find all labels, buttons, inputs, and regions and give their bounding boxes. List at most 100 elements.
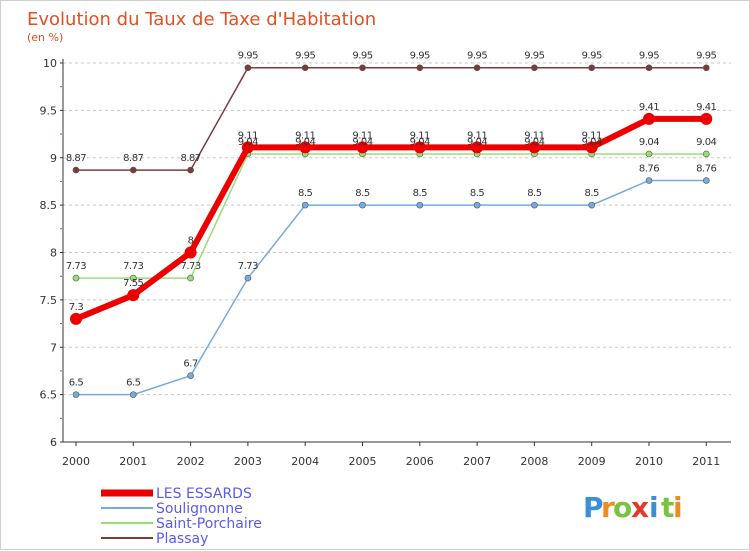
- data-point: [588, 201, 596, 209]
- data-point: [356, 141, 369, 154]
- logo-letter: o: [613, 491, 632, 524]
- data-point: [700, 112, 713, 125]
- data-label: 9.11: [410, 130, 430, 141]
- data-point: [301, 64, 309, 72]
- data-label: 8.5: [413, 188, 428, 199]
- y-tick-label: 10: [43, 57, 57, 70]
- data-point: [645, 64, 653, 72]
- x-tick-label: 2006: [406, 455, 434, 468]
- x-tick-label: 2004: [291, 455, 319, 468]
- data-label: 9.04: [524, 137, 544, 148]
- logo-letter: x: [631, 491, 649, 524]
- data-point: [702, 177, 710, 184]
- data-point: [471, 141, 484, 154]
- data-point: [531, 64, 538, 72]
- data-point: [473, 201, 481, 209]
- data-point: [299, 141, 312, 154]
- data-label: 9.04: [238, 137, 258, 148]
- x-tick-label: 2010: [635, 455, 663, 468]
- y-tick-label: 6: [50, 436, 57, 449]
- data-label: 9.11: [238, 130, 258, 141]
- data-point: [244, 274, 252, 282]
- series-line: [75, 179, 708, 396]
- data-label: 9.41: [696, 102, 716, 113]
- data-label: 9.95: [295, 51, 315, 62]
- y-tick-label: 8.5: [40, 199, 58, 212]
- data-label: 6.5: [126, 378, 141, 389]
- legend-label: Saint-Porchaire: [156, 516, 262, 532]
- data-label: 7.3: [69, 302, 84, 313]
- y-tick-label: 7: [50, 341, 57, 354]
- data-point: [184, 246, 197, 259]
- data-point: [531, 201, 538, 209]
- data-label: 9.04: [467, 137, 487, 148]
- logo-letter: r: [601, 491, 615, 524]
- data-point: [187, 274, 194, 282]
- data-point: [130, 166, 137, 174]
- data-point: [359, 64, 366, 72]
- data-label: 7.73: [238, 261, 258, 272]
- x-tick-label: 2008: [520, 455, 548, 468]
- data-label: 9.95: [238, 51, 258, 62]
- data-point: [70, 312, 82, 325]
- legend: LES ESSARDSSoulignonneSaint-PorchairePla…: [101, 486, 262, 547]
- x-tick-label: 2007: [463, 455, 491, 468]
- data-label: 8.87: [66, 153, 86, 164]
- data-point: [702, 150, 710, 158]
- data-label: 8.87: [123, 153, 143, 164]
- logo-letter: i: [673, 491, 683, 524]
- data-point: [588, 64, 596, 72]
- y-tick-label: 8: [50, 247, 57, 260]
- x-tick-label: 2001: [119, 455, 147, 468]
- data-label: 8.87: [180, 153, 200, 164]
- data-label: 9.95: [696, 51, 716, 62]
- chart-subtitle: (en %): [27, 31, 63, 44]
- x-tick-label: 2011: [692, 455, 720, 468]
- data-label: 9.11: [467, 130, 487, 141]
- data-label: 9.11: [295, 130, 315, 141]
- data-label: 9.11: [582, 130, 602, 141]
- data-point: [643, 112, 655, 125]
- legend-label: Plassay: [156, 531, 208, 547]
- y-tick-label: 9.5: [40, 104, 58, 117]
- data-point: [72, 274, 80, 282]
- data-label: 9.95: [352, 51, 372, 62]
- data-label: 9.95: [524, 51, 544, 62]
- data-label: 9.11: [524, 130, 544, 141]
- data-label: 7.73: [180, 261, 200, 272]
- data-point: [187, 166, 194, 174]
- data-point: [702, 64, 710, 72]
- data-label: 9.11: [352, 130, 372, 141]
- data-label: 6.5: [69, 378, 84, 389]
- data-point: [528, 141, 541, 154]
- x-tick-label: 2003: [234, 455, 262, 468]
- x-tick-label: 2009: [578, 455, 606, 468]
- data-label: 7.55: [123, 278, 143, 289]
- data-label: 9.04: [410, 137, 430, 148]
- y-tick-label: 9: [50, 152, 57, 165]
- legend-label: LES ESSARDS: [156, 486, 252, 502]
- data-label: 8.76: [639, 163, 659, 174]
- logo-letter: t: [661, 491, 674, 524]
- data-label: 7.73: [66, 261, 86, 272]
- data-labels: 8.87 8.87 8.87 9.95 9.95 9.95 9.95 9.95 9.95 9.95…: [66, 51, 717, 389]
- legend-label: Soulignonne: [156, 501, 243, 517]
- data-label: 9.95: [582, 51, 602, 62]
- data-label: 9.04: [696, 137, 716, 148]
- data-label: 9.95: [410, 51, 430, 62]
- data-label: 8.76: [696, 163, 716, 174]
- chart-title: Evolution du Taux de Taxe d'Habitation: [27, 9, 376, 30]
- data-point: [301, 201, 309, 209]
- data-point: [187, 372, 194, 379]
- data-point: [72, 391, 80, 398]
- data-point: [645, 150, 653, 158]
- axes: 6 6.5 7 7.5 8 8.5 9 9.5 10 2000 2001 2002 2003 2004 20…: [40, 57, 731, 468]
- data-label: 9.04: [582, 137, 602, 148]
- logo-letter: P: [583, 491, 604, 524]
- data-label: 8: [188, 236, 194, 247]
- data-point: [244, 64, 252, 72]
- data-label: 9.41: [639, 102, 659, 113]
